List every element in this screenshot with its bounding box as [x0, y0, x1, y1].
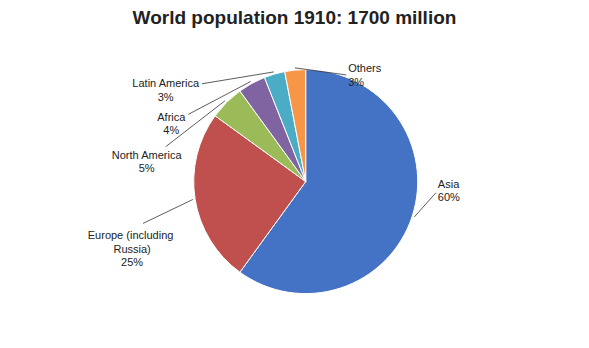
title: World population 1910: 1700 million	[133, 7, 457, 28]
data-label: 25%	[121, 256, 143, 268]
slice-label: North America5%	[112, 149, 183, 175]
slice	[285, 70, 306, 182]
category-label: Others	[348, 62, 382, 74]
data-label: 3%	[348, 76, 364, 88]
leader-line	[414, 193, 436, 217]
label-line: Africa	[157, 111, 186, 123]
slice-label: Africa4%	[157, 111, 186, 136]
data-label: 5%	[139, 162, 155, 174]
leader-line	[202, 72, 274, 84]
category-label: Asia	[438, 178, 460, 190]
slice-label: Europe (including Russia)25%	[88, 225, 177, 268]
label-line: North America	[112, 149, 183, 161]
data-label: 60%	[438, 191, 460, 203]
chart: World population 1910: 1700 million Asia6…	[0, 0, 589, 348]
data-label: 3%	[158, 91, 174, 103]
category-label: Africa	[157, 111, 186, 123]
data-label: 4%	[163, 124, 179, 136]
pie	[194, 70, 418, 294]
category-label: North America	[112, 149, 183, 161]
category-label: Europe (including Russia)	[88, 225, 177, 255]
label-line: Europe (including	[88, 229, 174, 241]
category-label: Latin America	[132, 77, 200, 89]
slice-label: Latin America 3%	[132, 77, 200, 103]
labels: Asia60% Europe (including Russia)25% North…	[88, 62, 460, 268]
leader-lines	[143, 68, 436, 224]
label-line: Asia	[438, 178, 460, 190]
label-line: Latin America	[132, 77, 200, 89]
slice-label: Asia60%	[438, 178, 460, 203]
label-line: Russia)	[113, 243, 150, 255]
leader-line	[295, 68, 346, 75]
slice-label: Others 3%	[348, 62, 382, 88]
leader-line	[143, 199, 193, 223]
label-line: Others	[348, 62, 382, 74]
